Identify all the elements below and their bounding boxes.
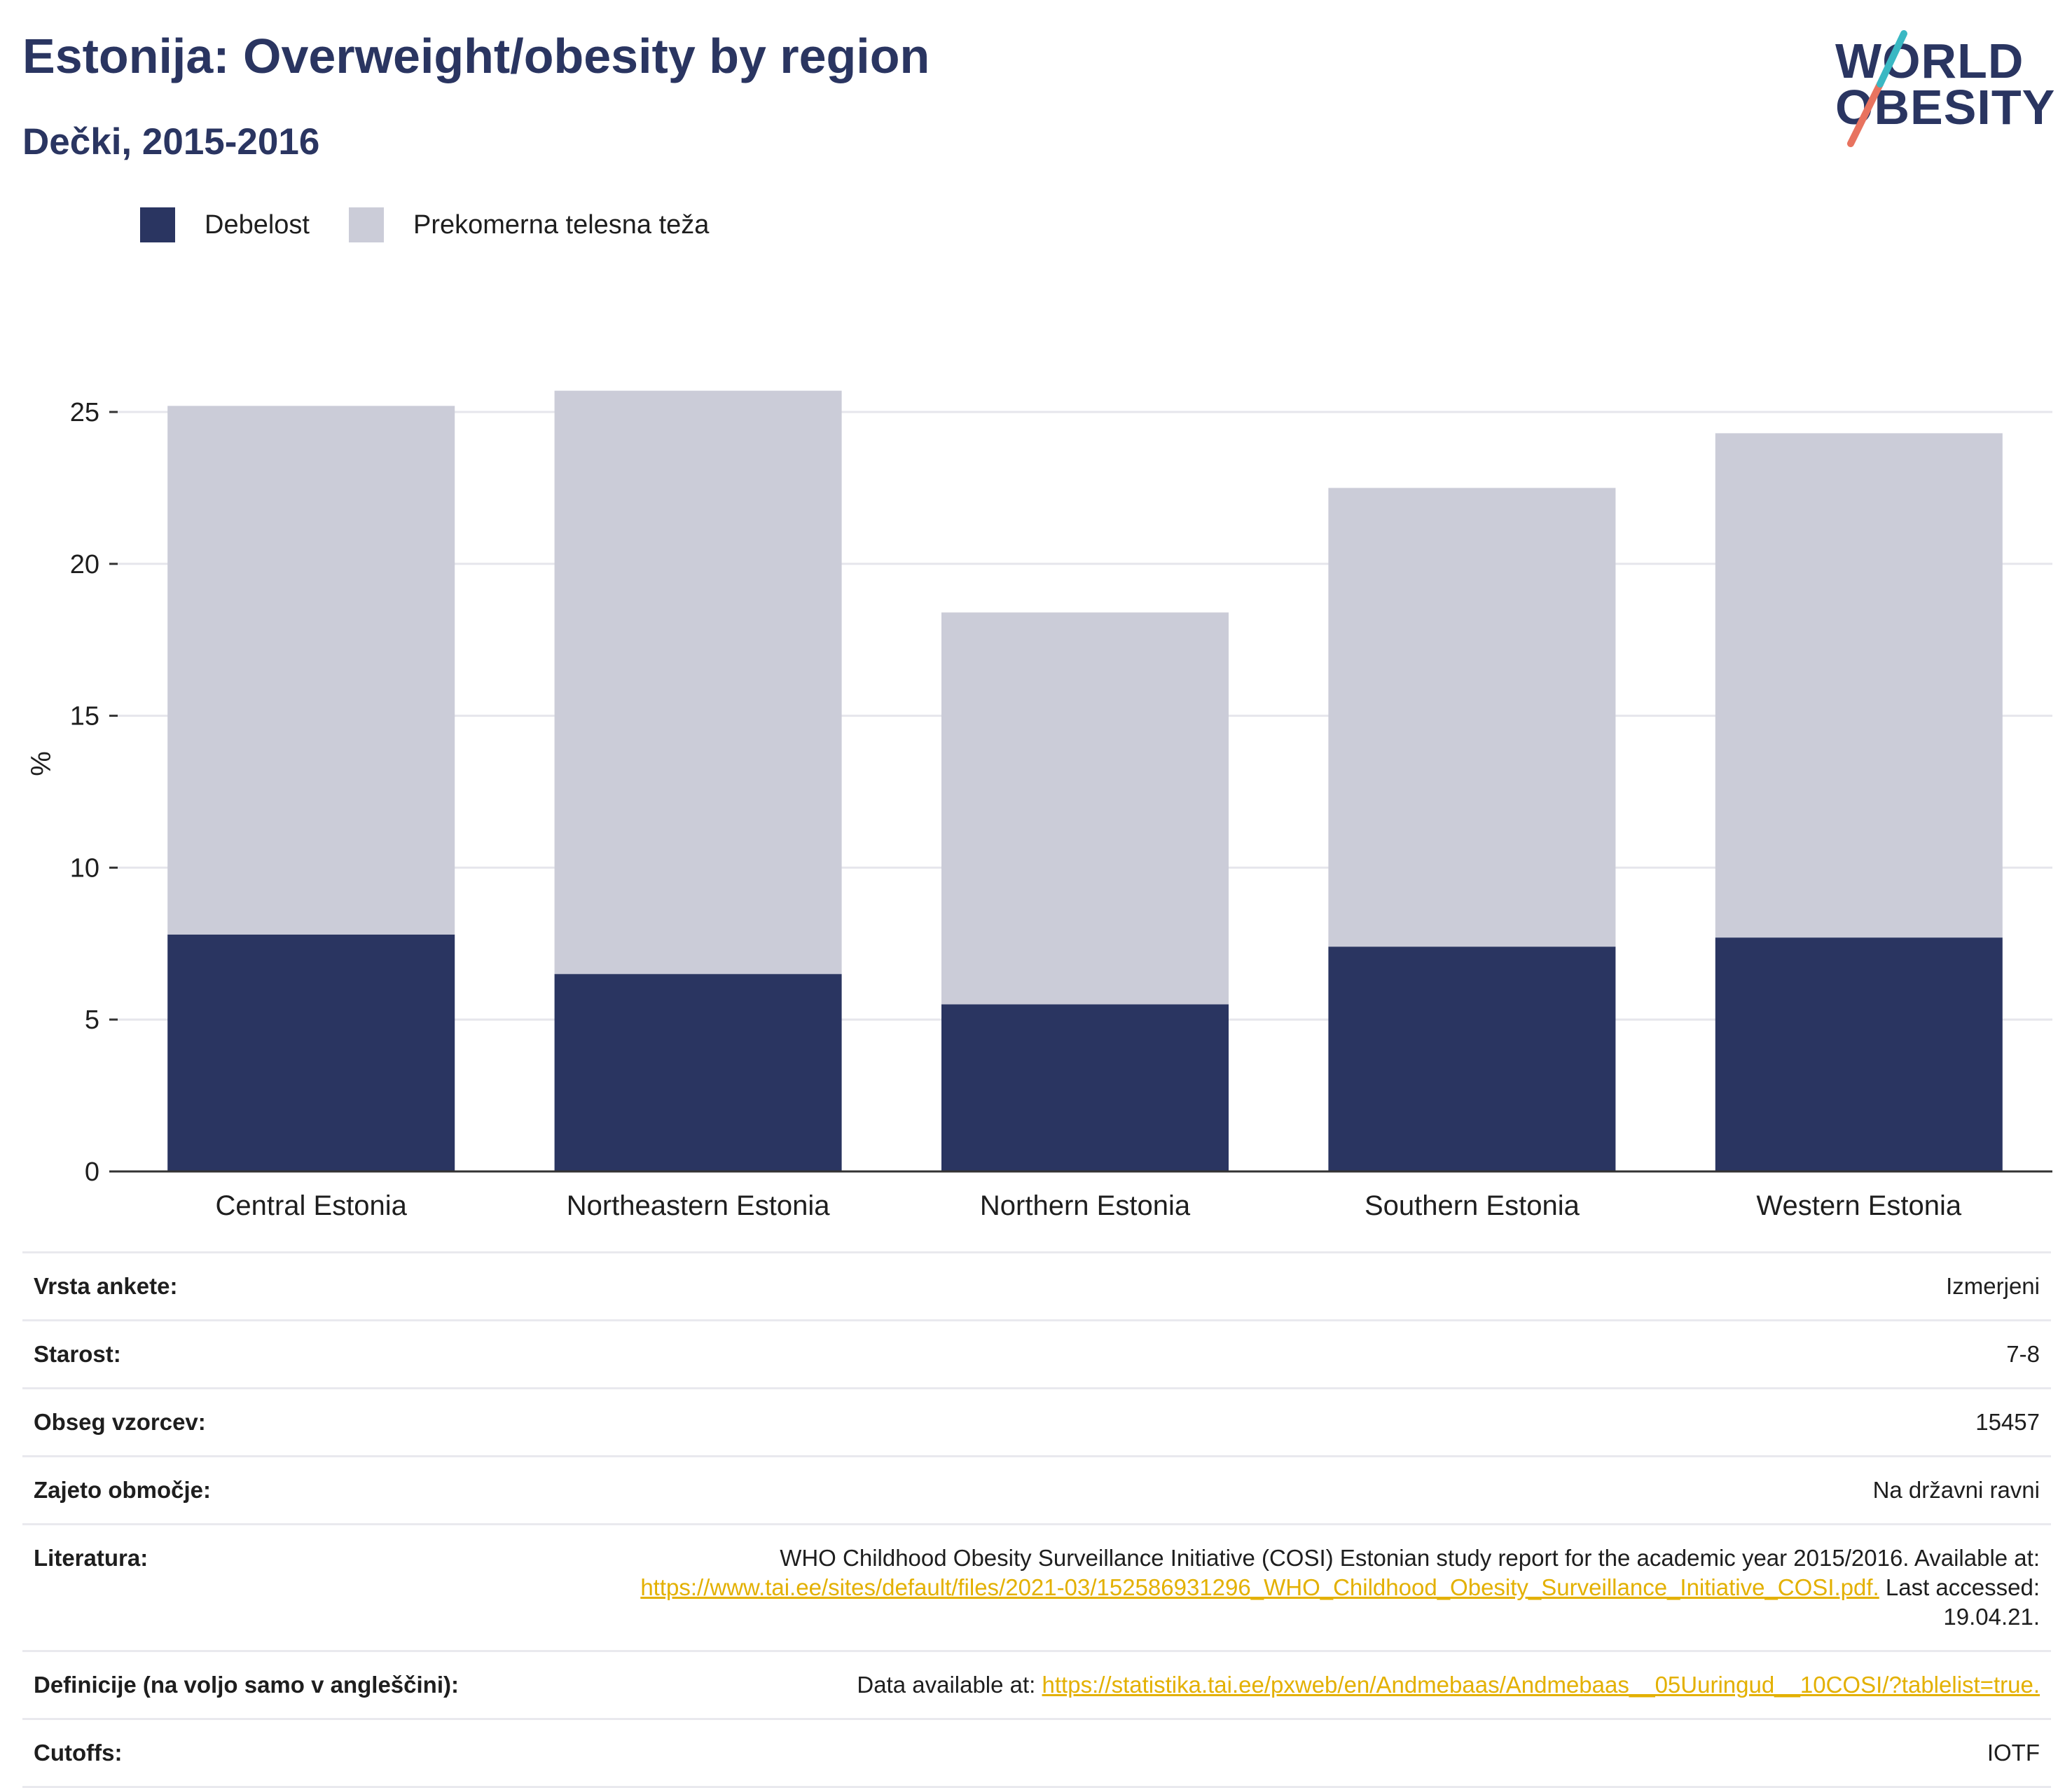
bar-obesity [1328,947,1616,1171]
bar-overweight [554,390,842,975]
chart-legend: Debelost Prekomerna telesna teža [140,207,748,242]
info-value: Data available at: https://statistika.ta… [857,1670,2040,1700]
info-row-definitions: Definicije (na voljo samo v angleščini):… [22,1650,2051,1718]
chart-subtitle: Dečki, 2015-2016 [22,121,320,163]
info-label: Vrsta ankete: [34,1273,178,1299]
bar-obesity [554,974,842,1171]
bar-overweight [1715,433,2003,938]
x-tick-label: Western Estonia [1756,1190,1961,1219]
logo-text-world: WORLD [1835,34,2024,88]
info-value: Izmerjeni [1946,1273,2040,1299]
bar-obesity [1715,937,2003,1171]
y-tick-label: 10 [70,853,99,883]
y-tick-label: 5 [85,1005,99,1035]
definitions-link[interactable]: https://statistika.tai.ee/pxweb/en/Andme… [1042,1672,2040,1698]
y-tick-label: 0 [85,1157,99,1187]
legend-swatch-obesity [140,207,175,242]
bar-overweight [167,406,455,935]
bar-overweight [941,612,1229,1005]
reference-text: WHO Childhood Obesity Surveillance Initi… [780,1545,2040,1571]
info-row-area-covered: Zajeto območje: Na državni ravni [22,1455,2051,1523]
info-row-references: Literatura: WHO Childhood Obesity Survei… [22,1523,2051,1650]
info-row-cutoffs: Cutoffs: IOTF [22,1718,2051,1788]
reference-accessed-text: Last accessed: 19.04.21. [1885,1574,2040,1630]
info-label: Zajeto območje: [34,1477,212,1503]
info-value: 7-8 [2006,1341,2040,1367]
bar-chart: 0 5 10 15 20 25% Central Estonia Northeastern E… [26,390,2052,1219]
info-row-sample-size: Obseg vzorcev: 15457 [22,1387,2051,1455]
info-value: IOTF [1987,1740,2040,1766]
info-table: Vrsta ankete: Izmerjeni Starost: 7-8 Obs… [22,1251,2051,1788]
legend-label-overweight: Prekomerna telesna teža [413,209,710,240]
y-tick-label: 25 [70,398,99,427]
x-tick-label: Northern Estonia [980,1190,1191,1219]
y-tick-label: 20 [70,550,99,579]
definitions-text: Data available at: [857,1672,1036,1698]
info-label: Obseg vzorcev: [34,1409,206,1435]
info-value: Na državni ravni [1872,1477,2040,1503]
info-value: WHO Childhood Obesity Surveillance Initi… [569,1543,2040,1632]
x-tick-label: Northeastern Estonia [567,1190,831,1219]
info-label: Literatura: [34,1545,149,1571]
bar-overweight [1328,488,1616,947]
x-tick-label: Central Estonia [215,1190,407,1219]
y-axis-label: % [26,751,57,776]
x-tick-label: Southern Estonia [1365,1190,1580,1219]
world-obesity-logo: WORLD OBESITY [1821,28,2059,154]
info-label: Starost: [34,1341,121,1367]
legend-swatch-overweight [348,207,384,242]
chart-title: Estonija: Overweight/obesity by region [22,29,930,83]
info-value: 15457 [1975,1409,2040,1435]
logo-slash-icon [1847,30,1907,147]
legend-item-overweight: Prekomerna telesna teža [348,207,710,242]
legend-item-obesity: Debelost [140,207,310,242]
bar-obesity [941,1004,1229,1171]
info-row-age: Starost: 7-8 [22,1319,2051,1387]
info-label: Definicije (na voljo samo v angleščini): [34,1672,459,1698]
info-row-survey-type: Vrsta ankete: Izmerjeni [22,1251,2051,1319]
y-tick-label: 15 [70,702,99,731]
legend-label-obesity: Debelost [205,209,310,240]
reference-link[interactable]: https://www.tai.ee/sites/default/files/2… [640,1574,1879,1600]
info-label: Cutoffs: [34,1740,123,1766]
bar-obesity [167,934,455,1171]
